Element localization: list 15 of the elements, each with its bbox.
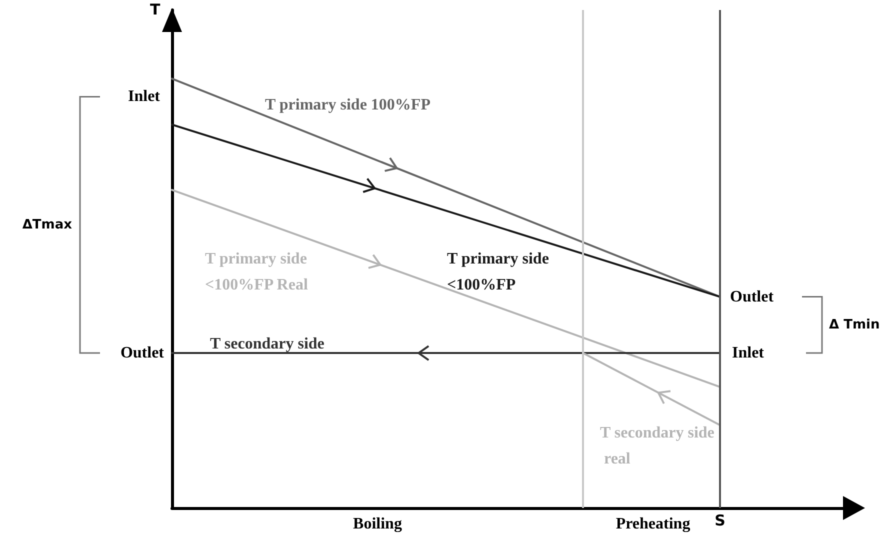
- series-label: T secondary side real: [600, 424, 714, 468]
- text: Boiling: [353, 516, 402, 532]
- text: ΔTmax: [22, 217, 73, 232]
- series-label: T primary side <100%FP: [447, 250, 553, 294]
- text: Outlet: [120, 344, 165, 362]
- text: Inlet: [128, 88, 161, 106]
- x-axis-title: S: [714, 512, 726, 530]
- annotation: Inlet: [732, 344, 765, 362]
- text: Preheating: [616, 516, 690, 532]
- series-label: T primary side <100%FP Real: [205, 250, 311, 294]
- annotation: Δ Tmin: [829, 317, 880, 332]
- y-axis-title: T: [150, 0, 161, 18]
- series-label: T secondary side: [210, 336, 324, 352]
- annotation: Outlet: [730, 288, 774, 306]
- series-label: T primary side 100%FP: [265, 96, 431, 114]
